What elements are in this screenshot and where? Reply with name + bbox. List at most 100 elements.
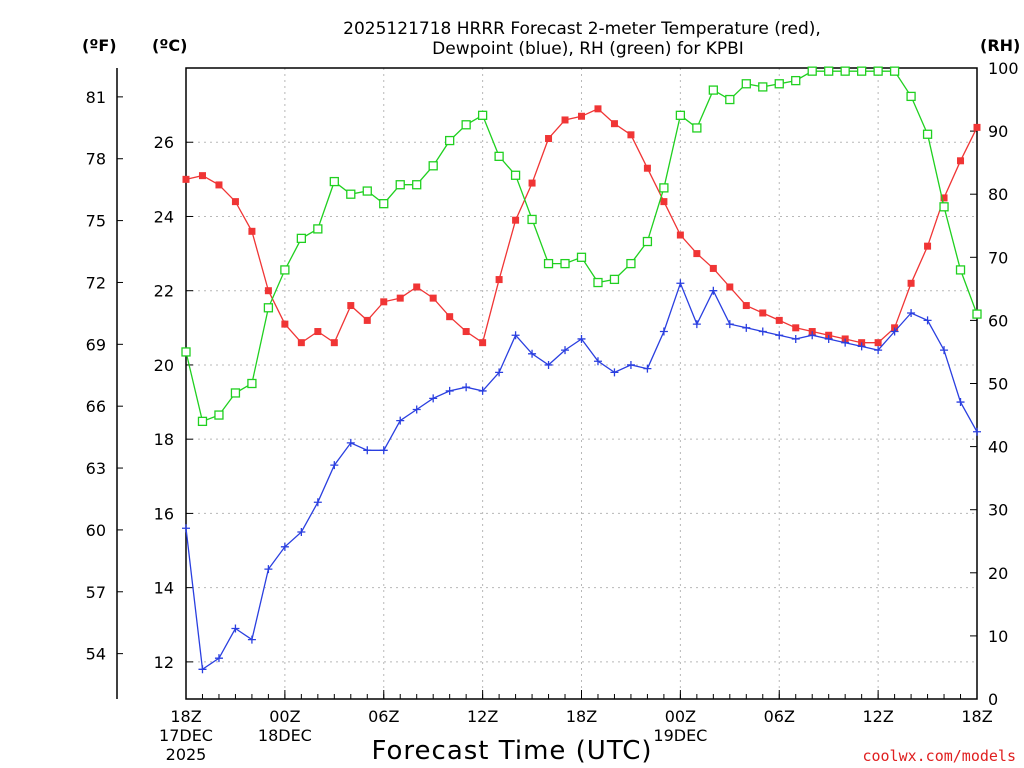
x-tick-label-12-0: 06Z <box>368 707 399 726</box>
dewpoint-point <box>725 320 734 329</box>
fahrenheit-tick-label-78: 78 <box>86 150 106 169</box>
x-tick-label-0-0: 18Z <box>170 707 201 726</box>
x-tick-label-18-0: 12Z <box>467 707 498 726</box>
x-tick-label-30-1: 19DEC <box>653 726 707 745</box>
rh-point <box>593 277 603 288</box>
dewpoint-point <box>775 331 784 340</box>
rh-point <box>230 388 241 398</box>
dewpoint-point <box>890 327 899 336</box>
temperature-point <box>660 198 668 206</box>
temperature-point <box>561 116 569 124</box>
dewpoint-point <box>379 446 388 455</box>
temperature-point <box>363 316 371 324</box>
rh-point <box>494 151 504 161</box>
temperature-point <box>281 320 289 328</box>
x-tick-label-6-1: 18DEC <box>258 726 312 745</box>
x-tick-label-0-2: 2025 <box>166 745 207 764</box>
dewpoint-point <box>593 357 602 366</box>
temperature-point <box>446 313 454 321</box>
rh-point <box>642 236 653 247</box>
temperature-point <box>479 339 487 347</box>
dewpoint-point <box>643 364 652 373</box>
rh-point <box>791 75 801 86</box>
temperature-point <box>940 194 948 202</box>
rh-point <box>263 303 274 313</box>
dewpoint-point <box>610 368 619 377</box>
temperature-point <box>643 164 651 172</box>
rh-point <box>428 161 438 171</box>
rh-point <box>609 274 620 285</box>
x-tick-label-42-0: 12Z <box>862 707 893 726</box>
dewpoint-point <box>923 316 932 325</box>
rh-point <box>873 66 883 76</box>
dewpoint-point <box>561 346 570 355</box>
temperature-point <box>627 131 635 139</box>
dewpoint-point <box>363 446 372 455</box>
rh-point <box>346 189 356 199</box>
temperature-point <box>512 216 520 224</box>
celsius-tick-label-26: 26 <box>154 133 174 152</box>
rh-point <box>576 252 587 262</box>
rh-tick-label-10: 10 <box>988 627 1008 646</box>
dewpoint-point <box>940 346 949 355</box>
x-axis-label: Forecast Time (UTC) <box>371 736 652 766</box>
dewpoint-point <box>758 327 767 336</box>
temperature-point <box>528 179 536 187</box>
temperature-point <box>874 339 882 347</box>
fahrenheit-tick-label-63: 63 <box>86 459 106 478</box>
rh-point <box>774 79 784 89</box>
dewpoint-point <box>857 342 866 351</box>
temperature-point <box>726 283 734 291</box>
fahrenheit-tick-label-66: 66 <box>86 397 106 416</box>
rh-point <box>560 258 570 269</box>
temperature-point <box>198 172 206 180</box>
rh-point <box>922 129 933 139</box>
rh-point <box>708 85 718 95</box>
temperature-point <box>330 339 338 347</box>
dewpoint-point <box>214 654 223 663</box>
x-tick-label-48-0: 18Z <box>961 707 992 726</box>
rh-point <box>856 66 867 76</box>
dewpoint-point <box>247 635 256 644</box>
rh-tick-label-100: 100 <box>988 59 1019 78</box>
rh-tick-label-50: 50 <box>988 375 1008 394</box>
dewpoint-point <box>907 308 916 317</box>
temperature-point <box>610 120 618 128</box>
x-tick-label-36-0: 06Z <box>764 707 795 726</box>
rh-point <box>445 135 455 146</box>
dewpoint-point <box>429 394 438 403</box>
rh-tick-label-60: 60 <box>988 311 1008 330</box>
chart-title-line-2: Dewpoint (blue), RH (green) for KPBI <box>432 39 744 59</box>
temperature-point <box>693 250 701 258</box>
rh-point <box>741 79 751 89</box>
rh-point <box>379 199 389 209</box>
temperature-point <box>347 302 355 310</box>
fahrenheit-unit-label: (ºF) <box>82 36 117 55</box>
temperature-point <box>215 181 223 189</box>
rh-point <box>477 110 488 120</box>
dewpoint-point <box>626 360 635 369</box>
temperature-point <box>182 175 190 183</box>
dewpoint-point <box>577 334 586 343</box>
dewpoint-point <box>874 346 883 355</box>
rh-point <box>412 180 422 190</box>
temperature-point <box>759 309 767 317</box>
dewpoint-point <box>544 360 553 369</box>
rh-point <box>329 176 339 187</box>
dewpoint-point <box>824 334 833 343</box>
dewpoint-point <box>956 398 965 407</box>
rh-point <box>807 66 817 76</box>
rh-point <box>313 224 323 234</box>
temperature-point <box>676 231 684 239</box>
dewpoint-point <box>346 438 355 447</box>
dewpoint-point <box>495 368 504 377</box>
celsius-tick-label-18: 18 <box>154 430 174 449</box>
rh-unit-label: (RH) <box>980 36 1020 55</box>
dewpoint-point <box>198 665 207 674</box>
rh-point <box>840 66 850 76</box>
rh-tick-label-20: 20 <box>988 564 1008 583</box>
fahrenheit-tick-label-81: 81 <box>86 88 106 107</box>
chart-title-line-1: 2025121718 HRRR Forecast 2-meter Tempera… <box>343 19 821 39</box>
dewpoint-point <box>841 338 850 347</box>
dewpoint-point <box>280 542 289 551</box>
